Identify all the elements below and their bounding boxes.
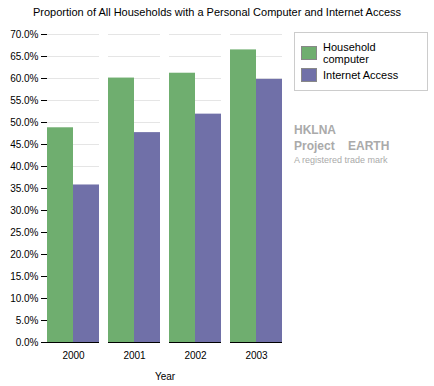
svg-text:45.0%: 45.0% [10,138,38,149]
svg-text:0.0%: 0.0% [16,336,39,347]
html-text:Internet Access: Internet Access [323,68,399,81]
svg-text:40.0%: 40.0% [10,160,38,171]
html-text:Household computer: Household computer [323,40,376,65]
svg-text:2001: 2001 [123,349,146,360]
svg-text:20.0%: 20.0% [10,248,38,259]
svg-text:35.0%: 35.0% [10,182,38,193]
svg-text:15.0%: 15.0% [10,270,38,281]
svg-text:5.0%: 5.0% [16,314,39,325]
svg-text:25.0%: 25.0% [10,226,38,237]
html-text:Project EARTH: Project EARTH [294,138,390,153]
svg-text:Year: Year [155,370,176,381]
html-text:A registered trade mark: A registered trade mark [294,154,388,165]
svg-text:70.0%: 70.0% [10,28,38,39]
svg-text:30.0%: 30.0% [10,204,38,215]
svg-text:2002: 2002 [184,349,207,360]
svg-text:65.0%: 65.0% [10,50,38,61]
svg-text:55.0%: 55.0% [10,94,38,105]
svg-text:2003: 2003 [245,349,268,360]
svg-text:60.0%: 60.0% [10,72,38,83]
html-text:Proportion of All Households w: Proportion of All Households with a Pers… [33,6,401,18]
svg-text:10.0%: 10.0% [10,292,38,303]
svg-text:2000: 2000 [62,349,85,360]
svg-text:50.0%: 50.0% [10,116,38,127]
html-text:HKLNA: HKLNA [294,122,336,137]
